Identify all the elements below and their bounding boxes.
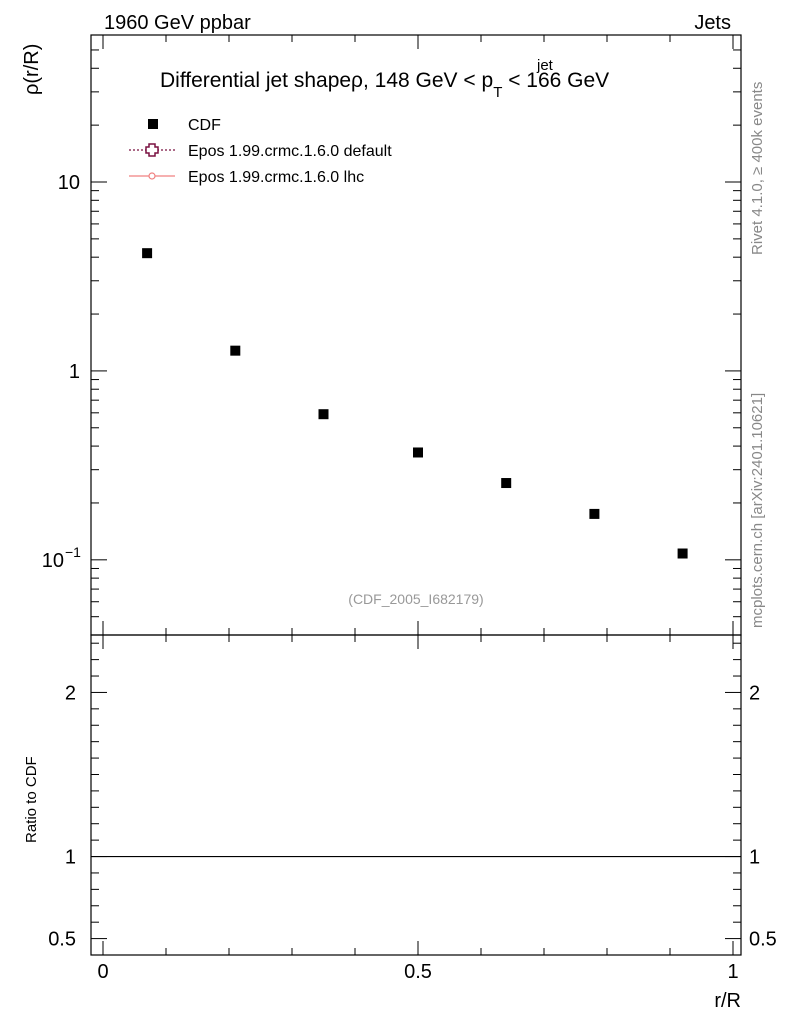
- ratio-y-tick-label-right: 1: [749, 847, 760, 869]
- chart-title-sub: T: [493, 84, 502, 101]
- cdf-point: [413, 447, 423, 458]
- y-tick-label: 1: [69, 361, 80, 383]
- analysis-watermark: (CDF_2005_I682179): [348, 591, 483, 607]
- ratio-y-tick-label-right: 2: [749, 682, 760, 704]
- y-axis-label: ρ(r/R): [21, 44, 43, 95]
- legend-marker-cdf: [148, 119, 158, 129]
- ratio-y-tick-label-right: 0.5: [749, 929, 777, 951]
- y-tick-label-exponent: −1: [65, 544, 81, 560]
- header-right-label: Jets: [694, 12, 731, 34]
- cdf-point: [501, 478, 512, 489]
- x-tick-label: 0.5: [404, 961, 432, 983]
- x-axis-label: r/R: [714, 990, 741, 1012]
- x-tick-label: 1: [727, 961, 738, 983]
- cdf-point: [589, 508, 600, 519]
- ratio-plot-frame: [90, 634, 742, 956]
- chart-title-sup: jet: [536, 57, 554, 74]
- legend-marker-epos-default: [145, 143, 159, 157]
- legend-marker-epos-lhc: [148, 172, 156, 180]
- ratio-y-tick-label: 0.5: [48, 929, 76, 951]
- x-tick-label: 0: [97, 961, 108, 983]
- legend-label-epos-lhc: Epos 1.99.crmc.1.6.0 lhc: [188, 169, 364, 186]
- chart-title-tail: < 166 GeV: [502, 69, 609, 92]
- ratio-y-tick-label: 1: [65, 847, 76, 869]
- header-left-label: 1960 GeV ppbar: [104, 12, 251, 34]
- legend-label-cdf: CDF: [188, 117, 221, 134]
- ratio-y-axis-label: Ratio to CDF: [23, 756, 40, 843]
- rivet-version-label: Rivet 4.1.0, ≥ 400k events: [749, 82, 766, 255]
- legend: CDF Epos 1.99.crmc.1.6.0 default Epos 1.…: [129, 117, 392, 186]
- cdf-point: [677, 548, 688, 559]
- cdf-points: [142, 248, 688, 559]
- mcplots-label: mcplots.cern.ch [arXiv:2401.10621]: [749, 393, 766, 628]
- cdf-point: [318, 409, 329, 420]
- ratio-y-tick-label: 2: [65, 682, 76, 704]
- y-tick-label: 10: [42, 550, 64, 572]
- y-tick-label: 10: [58, 172, 80, 194]
- legend-label-epos-default: Epos 1.99.crmc.1.6.0 default: [188, 143, 392, 160]
- cdf-point: [230, 345, 241, 356]
- cdf-point: [142, 248, 153, 259]
- chart-title-main: Differential jet shapeρ, 148 GeV < p: [160, 69, 493, 92]
- chart-title: Differential jet shapeρ, 148 GeV < pT < …: [160, 69, 609, 101]
